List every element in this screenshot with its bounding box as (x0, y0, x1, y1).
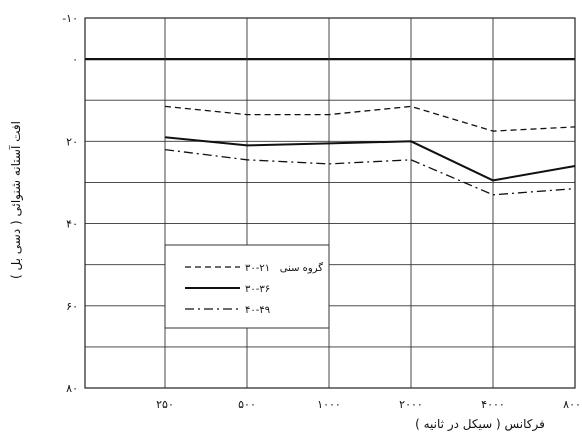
x-tick-label: ۸۰۰۰ (563, 398, 582, 411)
x-axis-label: فرکانس ( سیکل در ثانیه ) (415, 417, 545, 432)
x-tick-label: ۲۵۰ (156, 398, 174, 411)
x-tick-label: ۱۰۰۰ (317, 398, 341, 411)
legend-label: ۴۰-۴۹ (245, 305, 270, 316)
x-axis-ticks: ۲۵۰ ۵۰۰ ۱۰۰۰ ۲۰۰۰ ۴۰۰۰ ۸۰۰۰ (156, 398, 582, 411)
grid (85, 17, 576, 389)
series-group (164, 105, 576, 196)
series-line-2 (164, 136, 576, 182)
legend: ۳۰-۲۱ ۳۰-۳۶ ۴۰-۴۹ گروه سنی (164, 244, 330, 329)
legend-label: ۳۰-۳۶ (245, 284, 270, 295)
y-tick-label: ۶۰ (66, 300, 78, 313)
x-tick-label: ۵۰۰ (238, 398, 256, 411)
x-tick-label: ۲۰۰۰ (399, 398, 423, 411)
y-tick-label: ۴۰ (66, 218, 78, 231)
x-tick-label: ۴۰۰۰ (481, 398, 505, 411)
y-tick-label: ۸۰ (66, 382, 78, 395)
legend-box (164, 244, 330, 329)
y-axis-label: افت آستانه شنوائی ( دسی بل ) (8, 121, 24, 279)
legend-label: ۳۰-۲۱ (245, 263, 270, 274)
series-line-3 (164, 148, 576, 196)
legend-title: گروه سنی (280, 262, 323, 274)
y-axis-ticks: -۱۰ ۰ ۲۰ ۴۰ ۶۰ ۸۰ (62, 12, 78, 395)
plot-frame (84, 17, 576, 389)
y-tick-label: ۰ (72, 53, 78, 66)
series-line-1 (164, 105, 576, 132)
y-tick-label: ۲۰ (66, 135, 78, 148)
y-tick-label: -۱۰ (62, 12, 78, 25)
